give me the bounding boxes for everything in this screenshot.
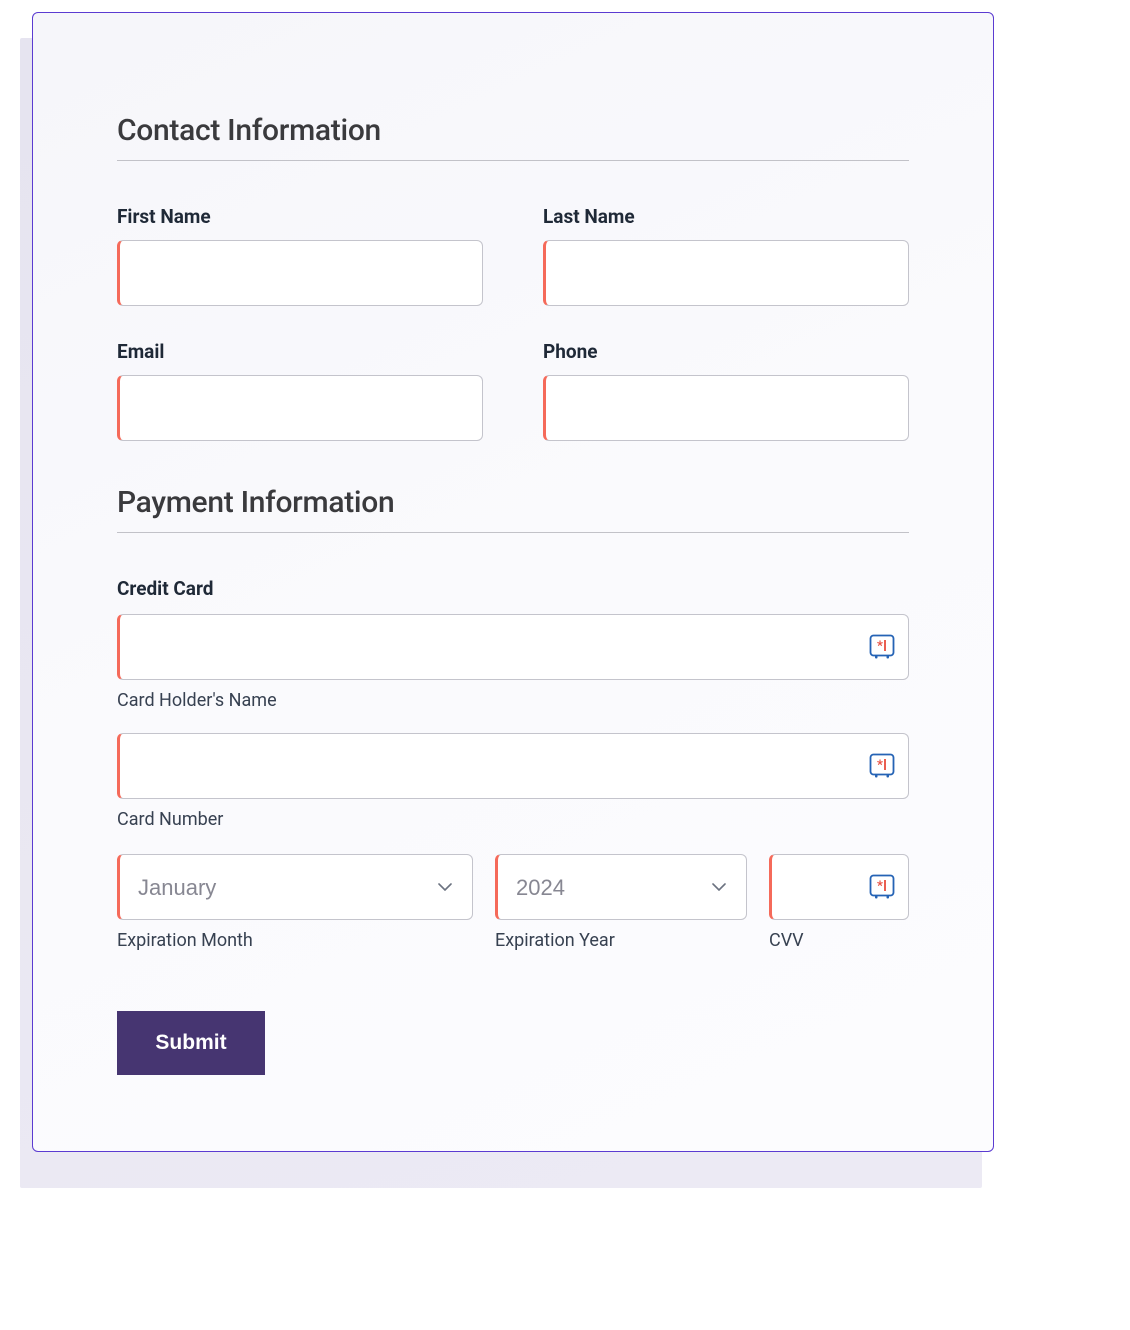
card-number-sublabel: Card Number	[117, 809, 909, 830]
exp-month-select[interactable]: JanuaryFebruaryMarchAprilMayJuneJulyAugu…	[117, 854, 473, 920]
contact-section-title: Contact Information	[117, 113, 909, 148]
cvv-field: * CVV	[769, 854, 909, 951]
first-name-input[interactable]	[117, 240, 483, 306]
credit-card-section: Credit Card * Card Holder's Name	[117, 577, 909, 951]
last-name-input[interactable]	[543, 240, 909, 306]
exp-month-sublabel: Expiration Month	[117, 930, 473, 951]
exp-year-field: 2024202520262027202820292030 Expiration …	[495, 854, 747, 951]
card-holder-input[interactable]	[117, 614, 909, 680]
phone-field: Phone	[543, 340, 909, 441]
payment-section-title: Payment Information	[117, 485, 909, 520]
first-name-label: First Name	[117, 205, 483, 228]
email-field: Email	[117, 340, 483, 441]
submit-button[interactable]: Submit	[117, 1011, 265, 1075]
contact-row-2: Email Phone	[117, 340, 909, 441]
email-input[interactable]	[117, 375, 483, 441]
card-number-field: * Card Number	[117, 733, 909, 830]
form-card: Contact Information First Name Last Name…	[32, 12, 994, 1152]
card-holder-field: * Card Holder's Name	[117, 614, 909, 711]
email-label: Email	[117, 340, 483, 363]
contact-row-1: First Name Last Name	[117, 205, 909, 306]
expiration-row: JanuaryFebruaryMarchAprilMayJuneJulyAugu…	[117, 854, 909, 951]
payment-title-underline	[117, 532, 909, 533]
contact-title-underline	[117, 160, 909, 161]
phone-label: Phone	[543, 340, 909, 363]
cvv-input[interactable]	[769, 854, 909, 920]
last-name-label: Last Name	[543, 205, 909, 228]
exp-year-sublabel: Expiration Year	[495, 930, 747, 951]
first-name-field: First Name	[117, 205, 483, 306]
card-number-input[interactable]	[117, 733, 909, 799]
last-name-field: Last Name	[543, 205, 909, 306]
cvv-sublabel: CVV	[769, 930, 909, 951]
credit-card-label: Credit Card	[117, 577, 909, 600]
exp-month-field: JanuaryFebruaryMarchAprilMayJuneJulyAugu…	[117, 854, 473, 951]
exp-year-select[interactable]: 2024202520262027202820292030	[495, 854, 747, 920]
phone-input[interactable]	[543, 375, 909, 441]
card-holder-sublabel: Card Holder's Name	[117, 690, 909, 711]
